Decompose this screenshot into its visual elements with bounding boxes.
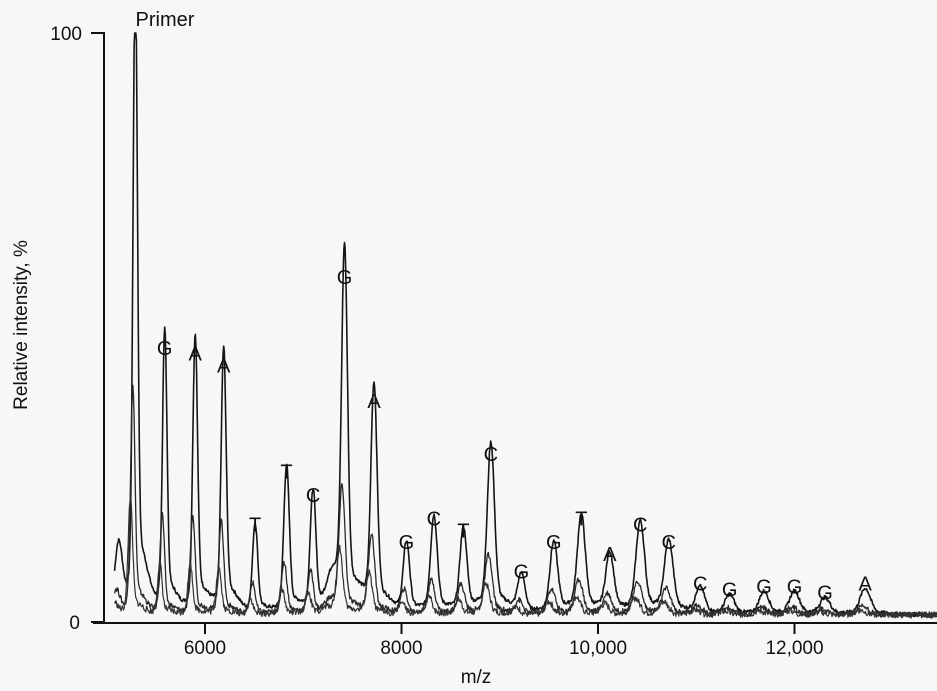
peak-label: A <box>217 356 231 378</box>
peak-label: C <box>306 485 320 507</box>
peak-label: G <box>514 562 530 584</box>
y-tick-label-0: 0 <box>69 613 80 634</box>
peak-label: G <box>337 267 353 289</box>
peak-label: A <box>367 391 381 413</box>
peak-label: G <box>756 576 772 598</box>
peak-label: T <box>280 462 292 484</box>
x-tick-label: 6000 <box>184 638 226 659</box>
peak-label: C <box>427 509 441 531</box>
peak-label: G <box>817 582 833 604</box>
peak-label: C <box>633 515 647 537</box>
peak-label: T <box>575 509 587 531</box>
spectrum-trace-main <box>113 32 937 618</box>
y-tick-label-100: 100 <box>50 24 82 45</box>
peak-label: C <box>661 532 675 554</box>
x-axis-label: m/z <box>461 667 492 688</box>
y-axis-label: Relative intensity, % <box>11 240 32 410</box>
peak-label: A <box>189 344 203 366</box>
x-tick-label: 8000 <box>380 638 422 659</box>
spectrum-trace-3 <box>114 499 937 619</box>
spectrum-traces <box>113 32 937 619</box>
peak-label: C <box>484 444 498 466</box>
peak-label: G <box>546 532 562 554</box>
peak-label: G <box>399 532 415 554</box>
peak-label: A <box>603 544 617 566</box>
x-ticks: 6000 8000 10,000 12,000 <box>184 623 824 659</box>
x-tick-label: 10,000 <box>569 638 627 659</box>
axes: 100 0 Relative intensity, % m/z <box>11 24 937 688</box>
peak-label: T <box>457 520 469 542</box>
x-tick-label: 12,000 <box>765 638 823 659</box>
peak-label: G <box>787 576 803 598</box>
peak-label: G <box>722 579 738 601</box>
primer-label: Primer <box>136 9 195 31</box>
peak-label: A <box>859 573 873 595</box>
peak-label: G <box>157 338 173 360</box>
peak-label: C <box>693 573 707 595</box>
peak-label: T <box>249 515 261 537</box>
